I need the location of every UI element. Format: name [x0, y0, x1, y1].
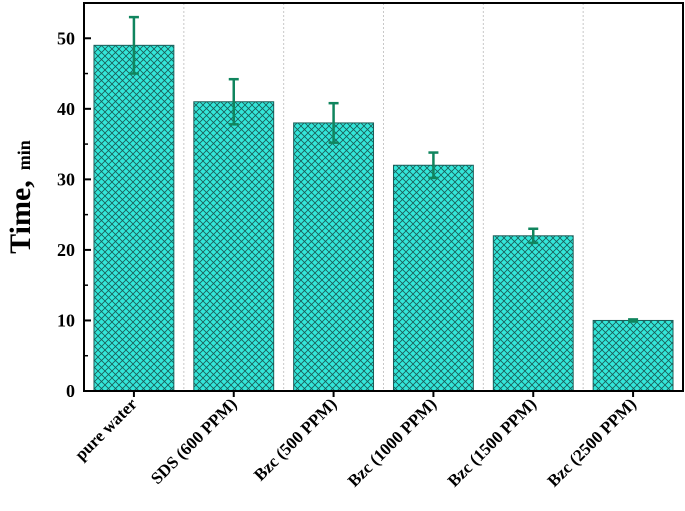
error-bar	[628, 318, 639, 323]
error-bar	[528, 227, 539, 245]
y-tick-label: 40	[57, 99, 75, 119]
y-tick-label: 20	[57, 240, 75, 260]
error-bars	[128, 15, 639, 323]
x-axis-ticks: pure water SDS (600 PPM) Bzc (500 PPM) Bzc …	[71, 391, 640, 491]
y-axis-ticks: 0 10 20 30 40 50	[57, 28, 91, 401]
x-tick-label: Bzc (1000 PPM)	[344, 394, 440, 490]
x-tick-label: pure water	[71, 394, 141, 464]
y-axis-label-main: Time,	[4, 180, 37, 254]
x-tick-label: Bzc (2500 PPM)	[544, 394, 640, 490]
error-bar	[128, 15, 139, 75]
error-bar	[428, 151, 439, 180]
plot-frame	[83, 2, 684, 392]
y-tick-label: 30	[57, 169, 75, 189]
bar	[592, 319, 674, 392]
bar	[392, 164, 474, 392]
y-tick-label: 0	[66, 381, 75, 401]
bar	[93, 44, 175, 392]
x-tick-label: SDS (600 PPM)	[147, 394, 241, 488]
error-bar	[328, 101, 339, 144]
x-tick-label: Bzc (500 PPM)	[250, 394, 340, 484]
bar	[492, 235, 574, 392]
bar	[193, 101, 275, 392]
y-axis-label-unit: min	[14, 140, 34, 170]
y-axis-label: Time, min	[4, 140, 37, 254]
error-bar	[228, 77, 239, 126]
y-tick-label: 10	[57, 310, 75, 330]
y-tick-label: 50	[57, 28, 75, 48]
x-tick-label: Bzc (1500 PPM)	[444, 394, 540, 490]
gridlines	[183, 3, 584, 391]
bar	[293, 122, 375, 392]
